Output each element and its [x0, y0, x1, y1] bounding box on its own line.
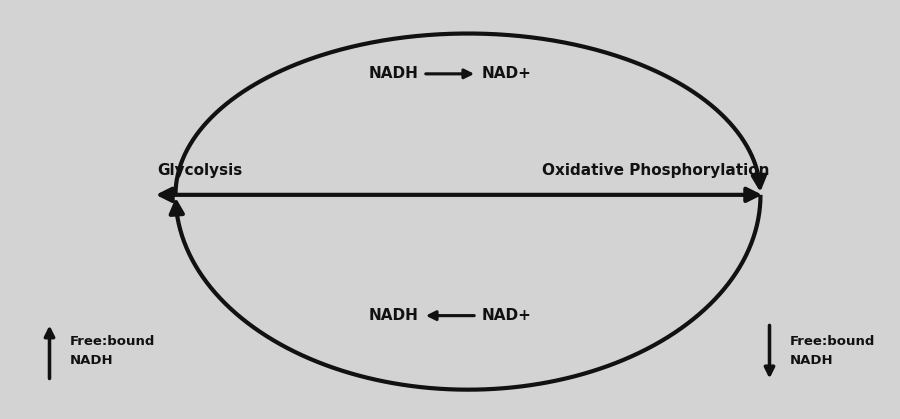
- Text: NADH: NADH: [369, 308, 419, 323]
- Text: Glycolysis: Glycolysis: [158, 163, 243, 178]
- Text: NAD+: NAD+: [482, 66, 531, 81]
- Text: NAD+: NAD+: [482, 308, 531, 323]
- Text: Oxidative Phosphorylation: Oxidative Phosphorylation: [542, 163, 770, 178]
- Text: NADH: NADH: [789, 354, 832, 367]
- Text: Free:bound: Free:bound: [789, 335, 875, 348]
- Text: Free:bound: Free:bound: [69, 335, 155, 348]
- Text: NADH: NADH: [369, 66, 419, 81]
- Text: NADH: NADH: [69, 354, 112, 367]
